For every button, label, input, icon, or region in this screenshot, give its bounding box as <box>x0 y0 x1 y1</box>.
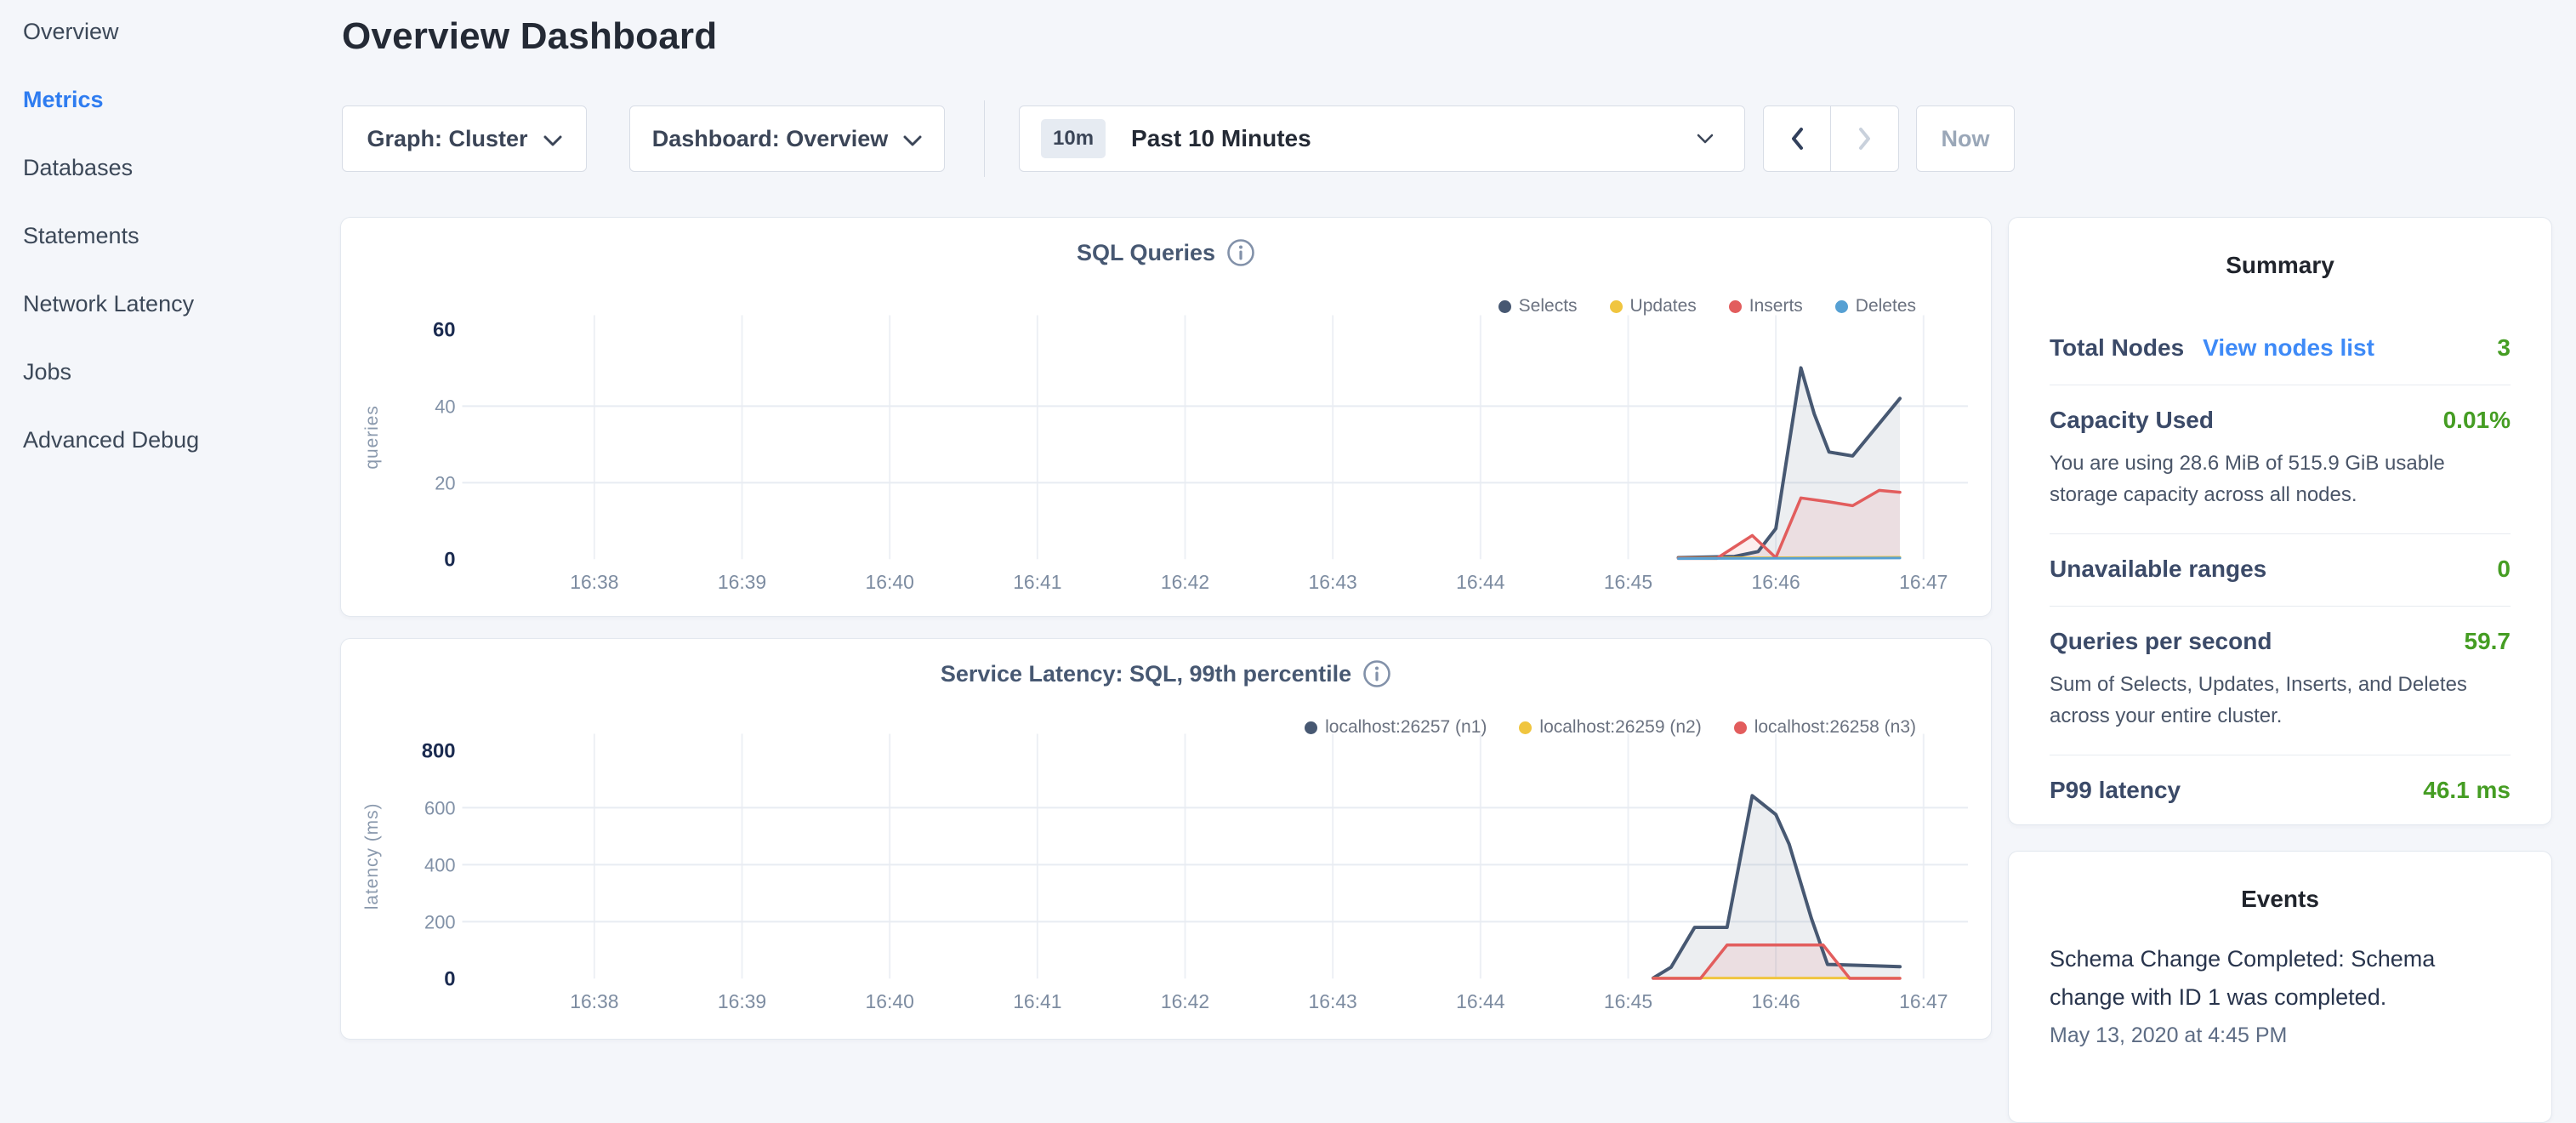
event-text: Schema Change Completed: Schema change w… <box>2050 940 2511 1017</box>
time-range-label: Past 10 Minutes <box>1131 125 1311 152</box>
summary-row-label: Capacity Used <box>2050 407 2214 434</box>
summary-row-label: Total Nodes <box>2050 334 2184 362</box>
sidebar-item-network-latency[interactable]: Network Latency <box>23 289 329 357</box>
summary-row-label: P99 latency <box>2050 777 2181 804</box>
summary-rows: Total Nodes View nodes list 3 Capacity Used… <box>2050 313 2511 827</box>
svg-text:600: 600 <box>424 797 456 818</box>
svg-text:800: 800 <box>422 739 456 762</box>
sidebar-item-databases[interactable]: Databases <box>23 153 329 221</box>
graph-dropdown[interactable]: Graph: Cluster <box>342 105 587 172</box>
sidebar-nav: OverviewMetricsDatabasesStatementsNetwor… <box>23 17 329 493</box>
summary-row-description: Sum of Selects, Updates, Inserts, and De… <box>2050 669 2511 732</box>
summary-row-total-nodes: Total Nodes View nodes list 3 <box>2050 313 2511 385</box>
controls-divider <box>984 100 985 177</box>
summary-row-value: 46.1 ms <box>2423 777 2511 804</box>
svg-text:20: 20 <box>435 472 455 493</box>
time-step-buttons <box>1763 105 1899 172</box>
chevron-down-icon <box>543 135 562 146</box>
events-panel: Events Schema Change Completed: Schema c… <box>2008 851 2552 1123</box>
svg-text:400: 400 <box>424 854 456 875</box>
sidebar-item-metrics[interactable]: Metrics <box>23 85 329 153</box>
chevron-left-icon <box>1790 127 1804 151</box>
svg-text:200: 200 <box>424 911 456 932</box>
svg-text:16:46: 16:46 <box>1751 990 1800 1012</box>
sidebar-item-jobs[interactable]: Jobs <box>23 357 329 425</box>
svg-text:16:42: 16:42 <box>1161 571 1209 593</box>
svg-text:16:39: 16:39 <box>718 571 766 593</box>
time-range-dropdown[interactable]: 10m Past 10 Minutes <box>1019 105 1745 172</box>
svg-text:16:45: 16:45 <box>1604 990 1652 1012</box>
time-range-badge: 10m <box>1041 119 1106 158</box>
sidebar-item-advanced-debug[interactable]: Advanced Debug <box>23 425 329 493</box>
svg-text:16:46: 16:46 <box>1751 571 1800 593</box>
summary-row-p99-latency: P99 latency 46.1 ms <box>2050 755 2511 827</box>
chevron-down-icon <box>1697 134 1714 144</box>
svg-text:0: 0 <box>444 967 455 990</box>
time-forward-button[interactable] <box>1831 106 1898 171</box>
svg-text:16:38: 16:38 <box>570 571 618 593</box>
sidebar-item-statements[interactable]: Statements <box>23 221 329 289</box>
summary-row-capacity-used: Capacity Used 0.01% You are using 28.6 MiB… <box>2050 385 2511 534</box>
time-back-button[interactable] <box>1764 106 1831 171</box>
events-title: Events <box>2050 886 2511 913</box>
chevron-down-icon <box>903 135 922 146</box>
summary-row-description: You are using 28.6 MiB of 515.9 GiB usab… <box>2050 447 2511 510</box>
svg-text:16:40: 16:40 <box>866 990 914 1012</box>
svg-text:40: 40 <box>435 396 455 417</box>
summary-panel: Summary Total Nodes View nodes list 3 Capac… <box>2008 217 2552 825</box>
events-list: Schema Change Completed: Schema change w… <box>2050 940 2511 1048</box>
svg-text:16:47: 16:47 <box>1899 571 1948 593</box>
chevron-right-icon <box>1858 127 1872 151</box>
summary-row-value: 3 <box>2497 334 2511 362</box>
svg-text:16:40: 16:40 <box>866 571 914 593</box>
svg-text:16:45: 16:45 <box>1604 571 1652 593</box>
summary-row-unavailable-ranges: Unavailable ranges 0 <box>2050 534 2511 607</box>
summary-row-value: 0.01% <box>2443 407 2511 434</box>
svg-text:latency (ms): latency (ms) <box>362 803 382 910</box>
graph-dropdown-label: Graph: Cluster <box>367 126 527 152</box>
summary-row-value: 0 <box>2497 556 2511 583</box>
metrics-page: { "sidebar": { "items": [ {"label": "Ove… <box>0 0 2576 1052</box>
svg-text:16:39: 16:39 <box>718 990 766 1012</box>
svg-text:queries: queries <box>362 405 382 470</box>
summary-row-label: Unavailable ranges <box>2050 556 2266 583</box>
svg-text:16:44: 16:44 <box>1456 990 1505 1012</box>
svg-text:16:38: 16:38 <box>570 990 618 1012</box>
chart-panel-sql-queries: SQL Queries SelectsUpdatesInsertsDeletes… <box>340 217 1992 617</box>
dashboard-dropdown[interactable]: Dashboard: Overview <box>629 105 945 172</box>
view-nodes-list-link[interactable]: View nodes list <box>2203 334 2374 362</box>
svg-text:16:41: 16:41 <box>1013 990 1061 1012</box>
page-title: Overview Dashboard <box>342 15 717 58</box>
dashboard-dropdown-label: Dashboard: Overview <box>652 126 889 152</box>
svg-text:16:41: 16:41 <box>1013 571 1061 593</box>
summary-title: Summary <box>2050 252 2511 279</box>
service-latency-plot: 16:38 16:39 16:40 16:41 16:42 16:43 16:44 16:45… <box>341 639 1991 1039</box>
now-button[interactable]: Now <box>1916 105 2015 172</box>
chart-panel-service-latency: Service Latency: SQL, 99th percentile lo… <box>340 638 1992 1040</box>
sql-queries-plot: 16:38 16:39 16:40 16:41 16:42 16:43 16:44 16:45… <box>341 218 1991 616</box>
sidebar-item-overview[interactable]: Overview <box>23 17 329 85</box>
summary-row-queries-per-second: Queries per second 59.7 Sum of Selects, Up… <box>2050 607 2511 755</box>
summary-row-label: Queries per second <box>2050 628 2272 655</box>
summary-row-value: 59.7 <box>2465 628 2511 655</box>
svg-text:16:44: 16:44 <box>1456 571 1505 593</box>
svg-text:60: 60 <box>433 318 456 341</box>
event-timestamp: May 13, 2020 at 4:45 PM <box>2050 1023 2511 1048</box>
svg-text:16:42: 16:42 <box>1161 990 1209 1012</box>
svg-text:16:47: 16:47 <box>1899 990 1948 1012</box>
svg-text:16:43: 16:43 <box>1309 990 1357 1012</box>
svg-text:16:43: 16:43 <box>1309 571 1357 593</box>
svg-text:0: 0 <box>444 548 455 571</box>
